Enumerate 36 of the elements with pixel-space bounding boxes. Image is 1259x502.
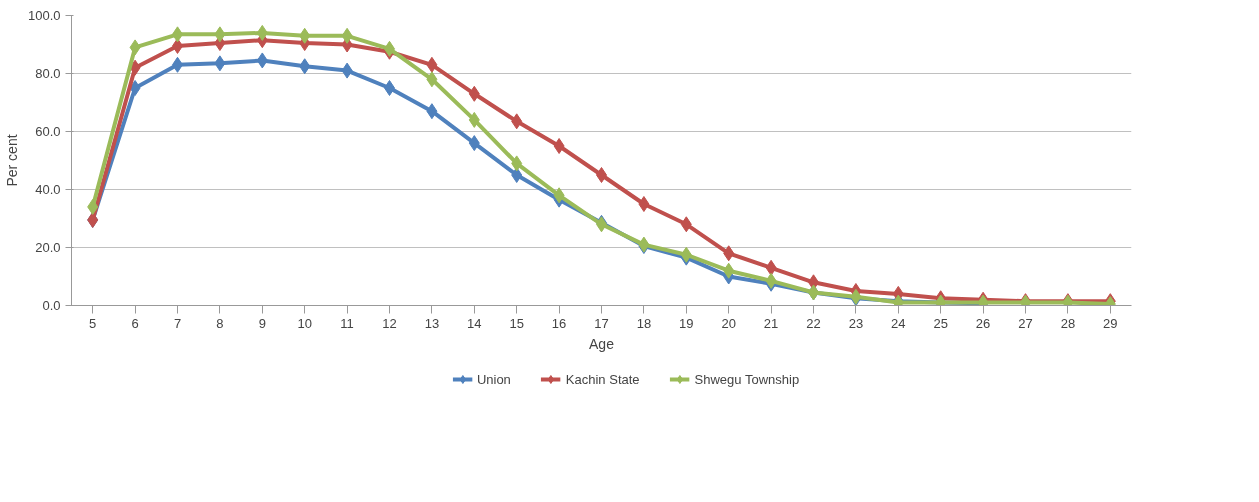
legend-label: Union [476,371,511,387]
x-tick-label: 6 [131,315,139,331]
x-tick-label: 11 [340,315,354,331]
x-tick-label: 24 [891,315,906,331]
y-tick-label: 40.0 [35,182,61,197]
x-tick-label: 23 [848,315,864,331]
y-tick-label: 60.0 [35,124,61,139]
y-tick-label: 0.0 [42,298,61,313]
x-tick-label: 22 [806,315,821,331]
y-tick-label: 100.0 [27,8,61,23]
x-tick-label: 20 [721,315,736,331]
legend-label: Shwegu Township [694,371,800,387]
x-tick-label: 17 [594,315,609,331]
y-tick-label: 20.0 [35,240,61,255]
x-tick-label: 10 [297,315,312,331]
x-tick-label: 28 [1060,315,1076,331]
y-tick-label: 80.0 [35,66,61,81]
x-tick-label: 14 [467,315,482,331]
x-tick-label: 18 [636,315,652,331]
x-tick-label: 8 [216,315,224,331]
x-tick-label: 26 [975,315,991,331]
x-tick-label: 27 [1018,315,1033,331]
x-tick-label: 12 [382,315,397,331]
x-tick-label: 19 [679,315,694,331]
x-tick-label: 16 [551,315,567,331]
x-tick-label: 9 [258,315,266,331]
y-axis-title: Per cent [3,134,20,187]
x-tick-label: 15 [509,315,524,331]
x-tick-label: 7 [173,315,182,331]
legend-label: Kachin State [565,371,640,387]
x-axis-title: Age [589,335,615,352]
x-tick-label: 25 [933,315,948,331]
x-tick-label: 29 [1103,315,1118,331]
x-tick-label: 5 [89,315,97,331]
x-tick-label: 21 [763,315,779,331]
x-tick-label: 13 [424,315,440,331]
